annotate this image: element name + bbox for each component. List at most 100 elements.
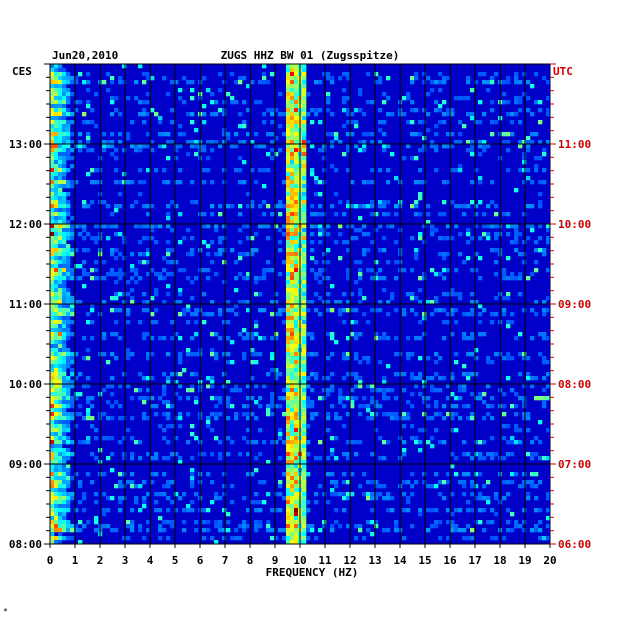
- heatmap-cell: [174, 300, 179, 305]
- heatmap-cell: [462, 312, 467, 317]
- heatmap-cell: [278, 312, 283, 317]
- heatmap-cell: [518, 272, 523, 277]
- x-tick-label: 8: [247, 554, 254, 567]
- heatmap-cell: [190, 96, 195, 101]
- heatmap-cell: [290, 440, 295, 445]
- heatmap-cell: [366, 416, 371, 421]
- heatmap-cell: [486, 496, 491, 501]
- heatmap-cell: [302, 280, 307, 285]
- heatmap-cell: [246, 308, 251, 313]
- heatmap-cell: [90, 236, 95, 241]
- heatmap-cell: [482, 496, 487, 501]
- heatmap-cell: [314, 112, 319, 117]
- heatmap-cell: [522, 416, 527, 421]
- heatmap-cell: [278, 124, 283, 129]
- heatmap-cell: [518, 396, 523, 401]
- heatmap-cell: [242, 520, 247, 525]
- heatmap-cell: [450, 412, 455, 417]
- heatmap-cell: [378, 200, 383, 205]
- heatmap-cell: [466, 140, 471, 145]
- heatmap-cell: [50, 284, 55, 289]
- heatmap-cell: [62, 440, 67, 445]
- heatmap-cell: [162, 168, 167, 173]
- heatmap-cell: [478, 120, 483, 125]
- heatmap-cell: [62, 468, 67, 473]
- heatmap-cell: [278, 272, 283, 277]
- heatmap-cell: [122, 452, 127, 457]
- heatmap-cell: [462, 484, 467, 489]
- heatmap-cell: [58, 224, 63, 229]
- heatmap-cell: [234, 304, 239, 309]
- heatmap-cell: [514, 404, 519, 409]
- heatmap-cell: [450, 108, 455, 113]
- heatmap-cell: [410, 424, 415, 429]
- heatmap-cell: [386, 396, 391, 401]
- heatmap-cell: [50, 264, 55, 269]
- heatmap-cell: [542, 332, 547, 337]
- heatmap-cell: [270, 396, 275, 401]
- heatmap-cell: [538, 248, 543, 253]
- heatmap-cell: [470, 144, 475, 149]
- heatmap-cell: [286, 192, 291, 197]
- heatmap-cell: [162, 256, 167, 261]
- heatmap-cell: [262, 272, 267, 277]
- heatmap-cell: [66, 208, 71, 213]
- heatmap-cell: [238, 156, 243, 161]
- heatmap-cell: [414, 72, 419, 77]
- heatmap-cell: [474, 204, 479, 209]
- heatmap-cell: [378, 300, 383, 305]
- heatmap-cell: [370, 268, 375, 273]
- heatmap-cell: [290, 92, 295, 97]
- heatmap-cell: [506, 276, 511, 281]
- heatmap-cell: [338, 140, 343, 145]
- heatmap-cell: [390, 508, 395, 513]
- heatmap-cell: [294, 216, 299, 221]
- heatmap-cell: [378, 108, 383, 113]
- heatmap-cell: [434, 168, 439, 173]
- heatmap-cell: [58, 480, 63, 485]
- heatmap-cell: [442, 200, 447, 205]
- heatmap-cell: [326, 392, 331, 397]
- heatmap-cell: [346, 396, 351, 401]
- heatmap-cell: [66, 440, 71, 445]
- heatmap-cell: [226, 436, 231, 441]
- heatmap-cell: [306, 396, 311, 401]
- heatmap-cell: [386, 300, 391, 305]
- heatmap-cell: [542, 396, 547, 401]
- heatmap-cell: [274, 224, 279, 229]
- heatmap-cell: [526, 356, 531, 361]
- heatmap-cell: [54, 332, 59, 337]
- heatmap-cell: [62, 244, 67, 249]
- heatmap-cell: [286, 148, 291, 153]
- heatmap-cell: [130, 452, 135, 457]
- heatmap-cell: [418, 372, 423, 377]
- heatmap-cell: [66, 96, 71, 101]
- heatmap-cell: [130, 268, 135, 273]
- heatmap-cell: [502, 456, 507, 461]
- heatmap-cell: [302, 140, 307, 145]
- heatmap-cell: [58, 336, 63, 341]
- heatmap-cell: [314, 272, 319, 277]
- heatmap-cell: [442, 212, 447, 217]
- heatmap-cell: [262, 144, 267, 149]
- heatmap-cell: [326, 224, 331, 229]
- heatmap-cell: [54, 452, 59, 457]
- heatmap-cell: [458, 416, 463, 421]
- heatmap-cell: [442, 76, 447, 81]
- heatmap-cell: [294, 256, 299, 261]
- heatmap-cell: [50, 220, 55, 225]
- heatmap-cell: [54, 180, 59, 185]
- heatmap-cell: [530, 484, 535, 489]
- heatmap-cell: [74, 376, 79, 381]
- heatmap-cell: [58, 400, 63, 405]
- heatmap-cell: [346, 112, 351, 117]
- heatmap-cell: [114, 204, 119, 209]
- heatmap-cell: [242, 528, 247, 533]
- heatmap-cell: [166, 284, 171, 289]
- heatmap-cell: [418, 508, 423, 513]
- chart-grid: [49, 63, 551, 545]
- heatmap-cell: [118, 80, 123, 85]
- heatmap-cell: [218, 524, 223, 529]
- heatmap-cell: [62, 248, 67, 253]
- heatmap-cell: [62, 476, 67, 481]
